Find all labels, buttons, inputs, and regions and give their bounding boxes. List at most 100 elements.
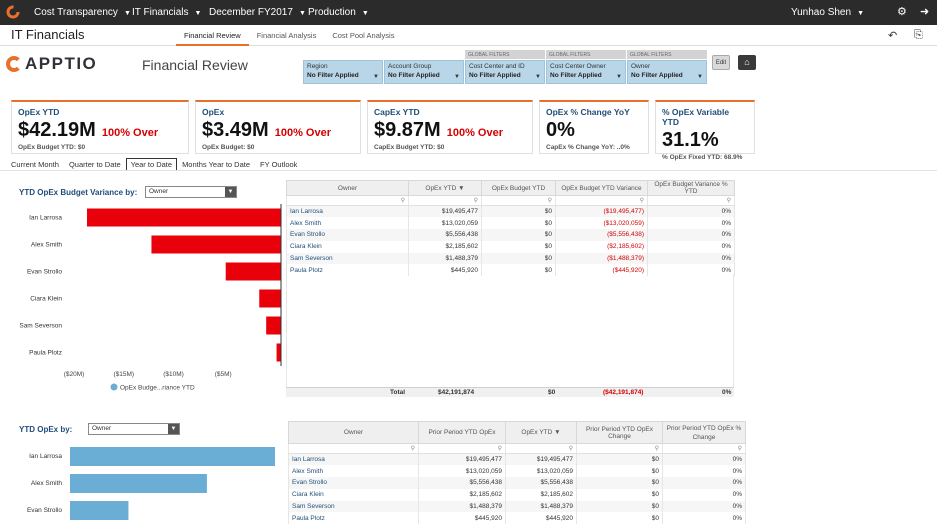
table-cell: $0 xyxy=(576,488,663,501)
owner-link[interactable]: Ciara Klein xyxy=(286,240,409,253)
column-header[interactable]: OpEx Budget Variance % YTD xyxy=(647,180,735,196)
owner-link[interactable]: Paula Plotz xyxy=(288,512,419,525)
owner-link[interactable]: Sam Severson xyxy=(286,252,409,265)
table-row[interactable]: Paula Plotz $445,920 $0 ($445,920) 0% xyxy=(286,264,735,277)
column-header[interactable]: Prior Period YTD OpEx xyxy=(418,421,506,444)
tab-current-month[interactable]: Current Month xyxy=(11,160,59,169)
filter-cost-center-owner-select[interactable]: Cost Center Owner No Filter Applied ▼ xyxy=(546,60,626,84)
opex-bar[interactable] xyxy=(70,501,129,520)
kpi-opex: OpEx $3.49M 100% Over OpEx Budget: $0 xyxy=(195,100,361,154)
owner-link[interactable]: Sam Severson xyxy=(288,500,419,513)
gear-icon[interactable]: ⚙ xyxy=(897,6,907,18)
table-row[interactable]: Paula Plotz $445,920 $445,920 $0 0% xyxy=(288,512,746,525)
column-header[interactable]: OpEx Budget YTD xyxy=(481,180,556,196)
table-row[interactable]: Evan Strollo $5,556,438 $5,556,438 $0 0% xyxy=(288,477,746,489)
table-row[interactable]: Sam Severson $1,488,379 $1,488,379 $0 0% xyxy=(288,500,746,513)
table-empty-area xyxy=(286,274,734,387)
arrow-right-icon[interactable]: ➜ xyxy=(920,6,930,18)
variance-bar[interactable] xyxy=(225,262,281,281)
export-icon[interactable]: ⎘ xyxy=(914,29,923,41)
column-filter[interactable]: ⚲ xyxy=(481,195,556,206)
column-filter[interactable]: ⚲ xyxy=(555,195,648,206)
owner-link[interactable]: Alex Smith xyxy=(286,217,409,230)
owner-link[interactable]: Alex Smith xyxy=(288,465,419,478)
filter-cost-center-select[interactable]: Cost Center and ID No Filter Applied ▼ xyxy=(465,60,545,84)
caret-down-icon: ▼ xyxy=(123,10,131,17)
table-cell: $0 xyxy=(576,465,663,478)
apptio-logo-icon[interactable] xyxy=(6,5,20,19)
table-cell: 0% xyxy=(662,512,746,525)
tab-fy-outlook[interactable]: FY Outlook xyxy=(260,160,298,169)
variance-bar[interactable] xyxy=(87,208,281,227)
opex-bar[interactable] xyxy=(70,447,275,466)
column-filter[interactable]: ⚲ xyxy=(286,195,409,206)
caret-down-icon: ▼ xyxy=(298,10,306,17)
edit-button[interactable]: Edit xyxy=(712,55,730,70)
table-row[interactable]: Alex Smith $13,020,059 $13,020,059 $0 0% xyxy=(288,465,746,478)
opex-dimension-select[interactable]: Owner ▼ xyxy=(88,423,180,435)
variance-bar[interactable] xyxy=(151,235,281,254)
table-row[interactable]: Ciara Klein $2,185,602 $2,185,602 $0 0% xyxy=(288,488,746,501)
variance-bar[interactable] xyxy=(266,316,281,335)
x-tick-label: ($5M) xyxy=(215,371,232,378)
variance-dimension-select[interactable]: Owner ▼ xyxy=(145,186,237,198)
table-row[interactable]: Evan Strollo $5,556,438 $0 ($5,556,438) 0% xyxy=(286,229,735,241)
menu-environment[interactable]: Production ▼ xyxy=(308,7,369,18)
column-filter[interactable]: ⚲ xyxy=(505,443,577,454)
history-icon[interactable]: ↶ xyxy=(888,30,898,42)
owner-link[interactable]: Evan Strollo xyxy=(286,229,409,241)
column-header[interactable]: Prior Period YTD OpEx % Change xyxy=(662,421,746,444)
caret-down-icon: ▼ xyxy=(616,74,622,80)
tab-months-year-to-date[interactable]: Months Year to Date xyxy=(182,160,251,169)
table-cell: $0 xyxy=(481,205,556,218)
tab-financial-review[interactable]: Financial Review xyxy=(176,25,249,46)
menu-it-financials[interactable]: IT Financials ▼ xyxy=(132,7,201,18)
menu-cost-transparency[interactable]: Cost Transparency ▼ xyxy=(34,7,131,18)
table-cell: 0% xyxy=(647,205,735,218)
table-row[interactable]: Alex Smith $13,020,059 $0 ($13,020,059) 0% xyxy=(286,217,735,230)
filter-region-select[interactable]: Region No Filter Applied ▼ xyxy=(303,60,383,84)
table-cell: $19,495,477 xyxy=(418,453,506,466)
column-header[interactable]: Owner xyxy=(288,421,419,444)
filter-owner: GLOBAL FILTERS Owner No Filter Applied ▼ xyxy=(627,50,707,84)
column-filter[interactable]: ⚲ xyxy=(288,443,419,454)
owner-link[interactable]: Ian Larrosa xyxy=(286,205,409,218)
table-row[interactable]: Ian Larrosa $19,495,477 $0 ($19,495,477) 0% xyxy=(286,205,735,218)
filter-account-group-select[interactable]: Account Group No Filter Applied ▼ xyxy=(384,60,464,84)
owner-link[interactable]: Ciara Klein xyxy=(288,488,419,501)
column-filter[interactable]: ⚲ xyxy=(647,195,735,206)
table-cell: 0% xyxy=(662,488,746,501)
user-menu[interactable]: Yunhao Shen ▼ xyxy=(791,7,864,18)
table-row[interactable]: Ciara Klein $2,185,602 $0 ($2,185,602) 0% xyxy=(286,240,735,253)
menu-period[interactable]: December FY2017 ▼ xyxy=(209,7,306,18)
apptio-logo-icon xyxy=(6,56,22,72)
column-filter[interactable]: ⚲ xyxy=(408,195,482,206)
column-filter[interactable]: ⚲ xyxy=(418,443,506,454)
owner-link[interactable]: Ian Larrosa xyxy=(288,453,419,466)
tab-cost-pool-analysis[interactable]: Cost Pool Analysis xyxy=(332,31,395,40)
column-header[interactable]: OpEx Budget YTD Variance xyxy=(555,180,648,196)
variance-bar[interactable] xyxy=(259,289,281,308)
global-filters-tag: GLOBAL FILTERS xyxy=(465,50,545,59)
filter-row: ⚲ ⚲ ⚲ ⚲ ⚲ xyxy=(288,443,746,454)
owner-link[interactable]: Evan Strollo xyxy=(288,477,419,489)
column-header[interactable]: OpEx YTD ▼ xyxy=(505,421,577,444)
caret-down-icon: ▼ xyxy=(361,10,369,17)
tab-quarter-to-date[interactable]: Quarter to Date xyxy=(68,160,121,169)
variance-bar[interactable] xyxy=(276,343,281,362)
kpi-capex-ytd: CapEx YTD $9.87M 100% Over CapEx Budget Y… xyxy=(367,100,533,154)
filter-owner-select[interactable]: Owner No Filter Applied ▼ xyxy=(627,60,707,84)
column-header[interactable]: Owner xyxy=(286,180,409,196)
table-row[interactable]: Ian Larrosa $19,495,477 $19,495,477 $0 0% xyxy=(288,453,746,466)
table-row[interactable]: Sam Severson $1,488,379 $0 ($1,488,379) 0% xyxy=(286,252,735,265)
column-filter[interactable]: ⚲ xyxy=(576,443,663,454)
report-heading: Financial Review xyxy=(142,57,248,73)
table-cell: ($1,488,379) xyxy=(555,252,648,265)
column-header[interactable]: OpEx YTD ▼ xyxy=(408,180,482,196)
tab-financial-analysis[interactable]: Financial Analysis xyxy=(256,31,317,40)
table-cell: $13,020,059 xyxy=(408,217,482,230)
opex-bar[interactable] xyxy=(70,474,207,493)
home-icon[interactable]: ⌂ xyxy=(738,55,756,70)
column-header[interactable]: Prior Period YTD OpEx Change xyxy=(576,421,663,444)
column-filter[interactable]: ⚲ xyxy=(662,443,746,454)
